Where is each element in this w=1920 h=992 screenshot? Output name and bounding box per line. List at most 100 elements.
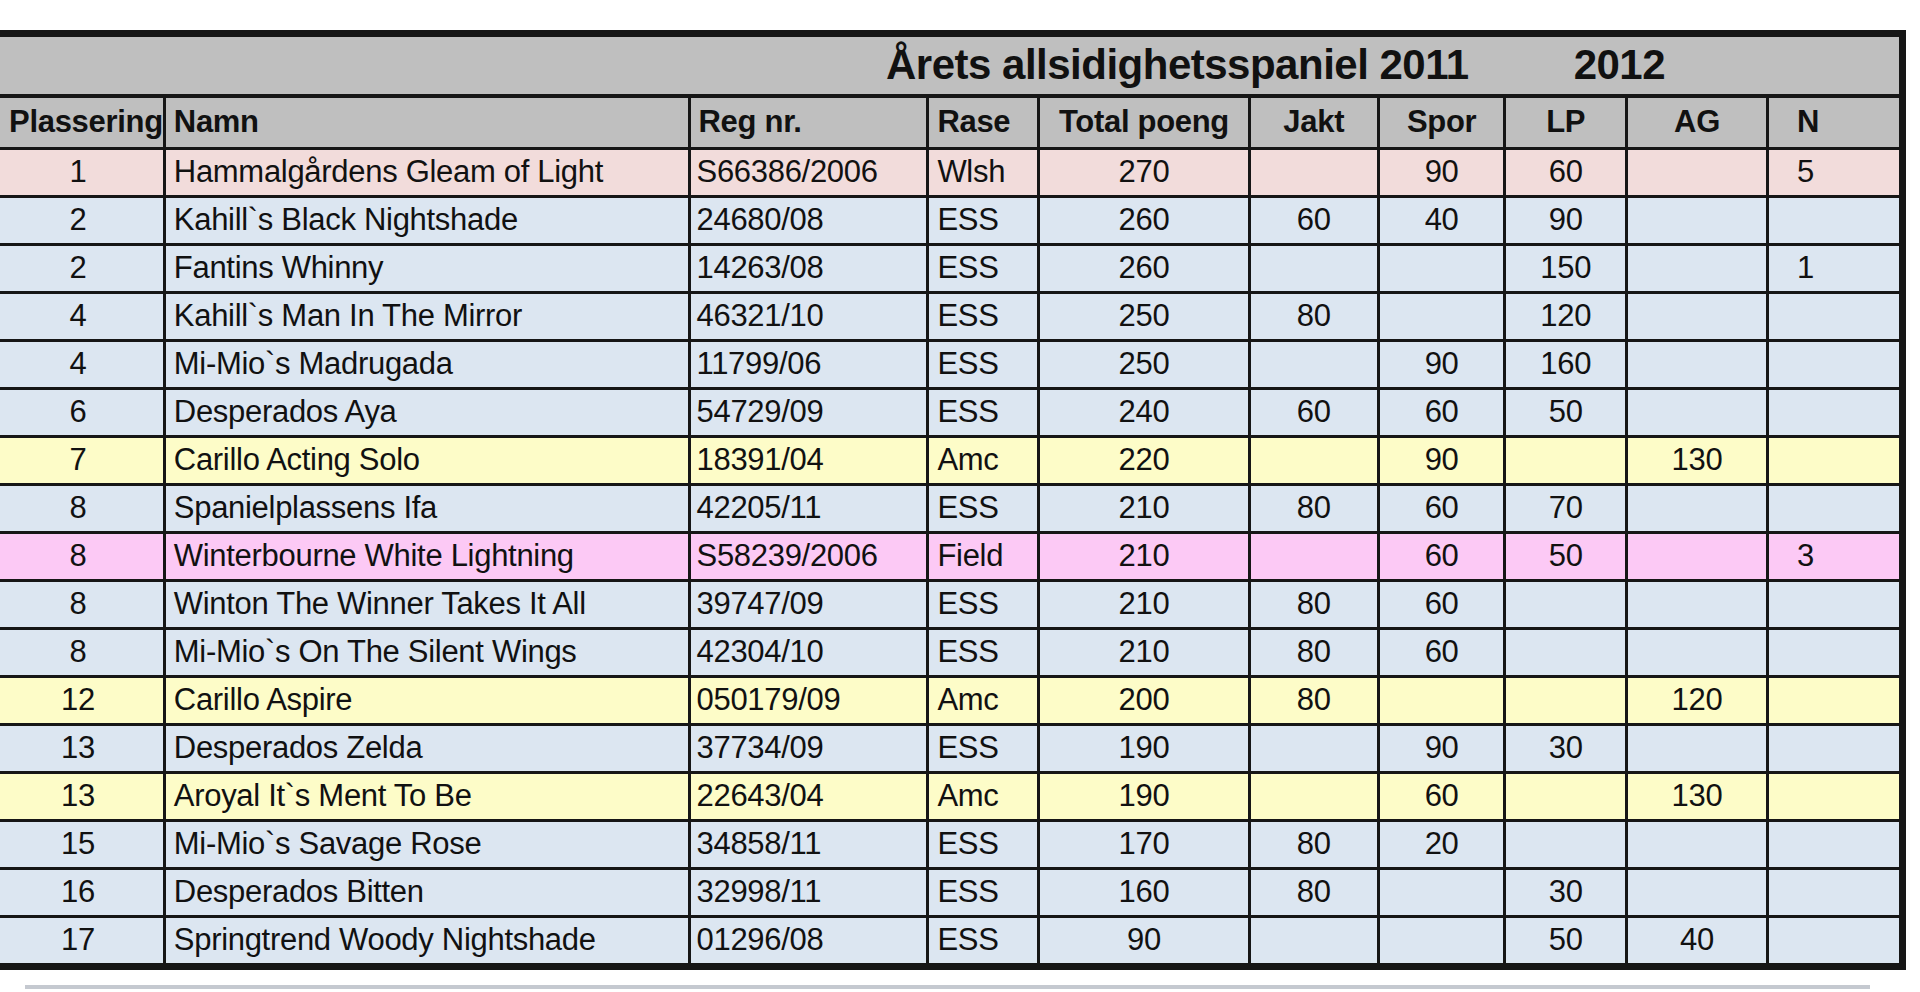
results-table: Årets allsidighetsspaniel 2011 2012 Plas… (0, 30, 1906, 970)
cell-ag: 130 (1626, 773, 1767, 821)
cell-total-poeng: 270 (1039, 149, 1249, 197)
cell-spor: 40 (1378, 197, 1505, 245)
cell-namn: Kahill`s Man In The Mirror (164, 293, 689, 341)
cell-reg-nr: 42304/10 (689, 629, 928, 677)
cell-ag (1626, 197, 1767, 245)
cell-ag (1626, 485, 1767, 533)
title-row: Årets allsidighetsspaniel 2011 2012 (0, 34, 1903, 97)
cell-lp: 160 (1505, 341, 1627, 389)
cell-total-poeng: 250 (1039, 293, 1249, 341)
cell-plassering: 13 (0, 725, 164, 773)
cell-lp (1505, 629, 1627, 677)
cell-namn: Mi-Mio`s Savage Rose (164, 821, 689, 869)
cell-lp: 30 (1505, 869, 1627, 917)
column-header-reg-nr: Reg nr. (689, 96, 928, 149)
cell-reg-nr: 34858/11 (689, 821, 928, 869)
cell-lp: 50 (1505, 917, 1627, 967)
cell-jakt: 60 (1249, 197, 1378, 245)
cell-total-poeng: 210 (1039, 581, 1249, 629)
cell-reg-nr: 37734/09 (689, 725, 928, 773)
cell-plassering: 13 (0, 773, 164, 821)
cell-lp: 50 (1505, 533, 1627, 581)
cell-rase: ESS (928, 869, 1039, 917)
cell-n-clipped (1768, 773, 1903, 821)
table-row: 2Kahill`s Black Nightshade24680/08ESS260… (0, 197, 1903, 245)
column-header-plassering: Plassering (0, 96, 164, 149)
cell-plassering: 7 (0, 437, 164, 485)
cell-total-poeng: 210 (1039, 485, 1249, 533)
cell-reg-nr: S58239/2006 (689, 533, 928, 581)
cell-lp (1505, 821, 1627, 869)
cell-rase: Field (928, 533, 1039, 581)
cell-n-clipped (1768, 725, 1903, 773)
table-row: 12Carillo Aspire050179/09Amc20080120 (0, 677, 1903, 725)
cell-ag: 40 (1626, 917, 1767, 967)
title-cell: Årets allsidighetsspaniel 2011 2012 (0, 34, 1903, 97)
cell-jakt: 80 (1249, 485, 1378, 533)
cell-n-clipped: 5 (1768, 149, 1903, 197)
column-header-ag: AG (1626, 96, 1767, 149)
cell-rase: ESS (928, 389, 1039, 437)
cell-namn: Carillo Aspire (164, 677, 689, 725)
cell-ag (1626, 629, 1767, 677)
cell-ag (1626, 149, 1767, 197)
table-row: 4Kahill`s Man In The Mirror46321/10ESS25… (0, 293, 1903, 341)
cell-lp (1505, 581, 1627, 629)
cell-ag (1626, 533, 1767, 581)
cell-plassering: 8 (0, 629, 164, 677)
cell-n-clipped: 1 (1768, 245, 1903, 293)
cell-namn: Desperados Bitten (164, 869, 689, 917)
cell-n-clipped (1768, 389, 1903, 437)
table-row: 2Fantins Whinny14263/08ESS2601501 (0, 245, 1903, 293)
screenshot-root: Årets allsidighetsspaniel 2011 2012 Plas… (0, 0, 1920, 992)
cell-jakt: 80 (1249, 869, 1378, 917)
table-row: 4Mi-Mio`s Madrugada11799/06ESS25090160 (0, 341, 1903, 389)
cell-lp: 30 (1505, 725, 1627, 773)
cell-rase: ESS (928, 293, 1039, 341)
cell-spor (1378, 869, 1505, 917)
cell-n-clipped (1768, 917, 1903, 967)
cell-spor (1378, 245, 1505, 293)
cell-n-clipped (1768, 485, 1903, 533)
cell-rase: ESS (928, 197, 1039, 245)
cell-n-clipped: 3 (1768, 533, 1903, 581)
cell-total-poeng: 190 (1039, 725, 1249, 773)
cell-namn: Desperados Zelda (164, 725, 689, 773)
cell-spor: 90 (1378, 437, 1505, 485)
cell-spor: 90 (1378, 725, 1505, 773)
cell-plassering: 2 (0, 245, 164, 293)
cell-namn: Winton The Winner Takes It All (164, 581, 689, 629)
cell-plassering: 4 (0, 293, 164, 341)
cell-ag (1626, 725, 1767, 773)
cell-n-clipped (1768, 821, 1903, 869)
cell-lp (1505, 773, 1627, 821)
cell-total-poeng: 190 (1039, 773, 1249, 821)
cell-reg-nr: 18391/04 (689, 437, 928, 485)
cell-spor: 90 (1378, 341, 1505, 389)
cell-rase: ESS (928, 917, 1039, 967)
column-header-n-clipped: N (1768, 96, 1903, 149)
cell-plassering: 17 (0, 917, 164, 967)
cell-spor: 90 (1378, 149, 1505, 197)
cell-spor: 20 (1378, 821, 1505, 869)
cell-jakt: 80 (1249, 677, 1378, 725)
cell-ag (1626, 245, 1767, 293)
cell-reg-nr: S66386/2006 (689, 149, 928, 197)
cell-ag: 120 (1626, 677, 1767, 725)
table-row: 17Springtrend Woody Nightshade01296/08ES… (0, 917, 1903, 967)
page-title: Årets allsidighetsspaniel 2011 (886, 42, 1469, 88)
cell-rase: ESS (928, 629, 1039, 677)
cell-plassering: 12 (0, 677, 164, 725)
table-row: 8Mi-Mio`s On The Silent Wings42304/10ESS… (0, 629, 1903, 677)
cell-n-clipped (1768, 869, 1903, 917)
cell-rase: ESS (928, 581, 1039, 629)
table-row: 13Aroyal It`s Ment To Be22643/04Amc19060… (0, 773, 1903, 821)
cell-plassering: 2 (0, 197, 164, 245)
title-year-2012: 2012 (1574, 42, 1665, 88)
column-header-namn: Namn (164, 96, 689, 149)
cell-jakt (1249, 917, 1378, 967)
cell-namn: Carillo Acting Solo (164, 437, 689, 485)
cell-jakt (1249, 725, 1378, 773)
cell-ag (1626, 293, 1767, 341)
table-body: 1Hammalgårdens Gleam of LightS66386/2006… (0, 149, 1903, 967)
